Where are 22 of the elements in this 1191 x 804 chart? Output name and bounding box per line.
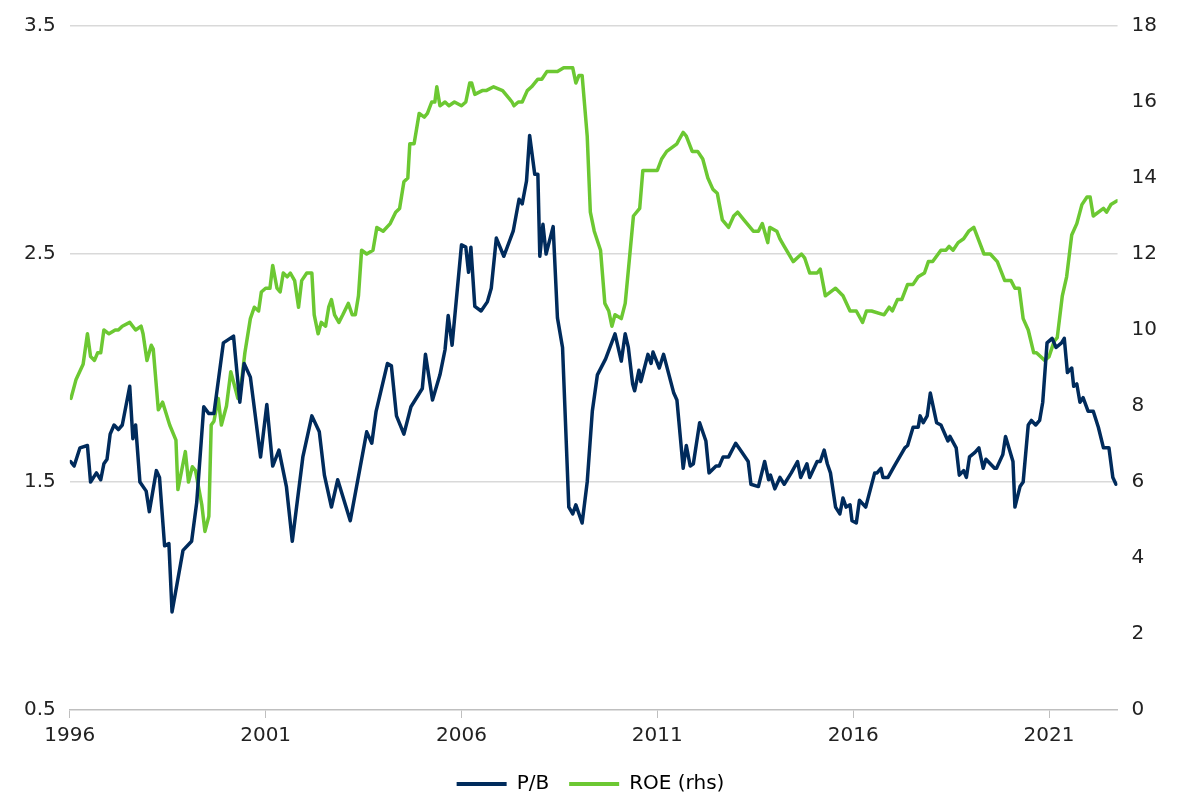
x-tick-label: 2001 [240, 722, 292, 747]
x-tick-label: 2021 [1023, 722, 1075, 747]
y2-tick-label: 4 [1131, 544, 1145, 569]
y2-tick-label: 18 [1131, 12, 1157, 37]
x-tick-label: 2006 [436, 722, 487, 747]
y2-tick-label: 8 [1131, 392, 1145, 417]
x-tick-label: 2016 [827, 722, 879, 747]
y-tick-label: 2.5 [23, 240, 56, 265]
y2-tick-label: 14 [1131, 164, 1157, 189]
y2-tick-label: 10 [1131, 316, 1157, 341]
x-tick-label: 2011 [631, 722, 683, 747]
legend-label: P/B [516, 770, 550, 795]
legend-label: ROE (rhs) [629, 770, 725, 795]
y2-tick-label: 16 [1131, 88, 1157, 113]
y2-tick-label: 12 [1131, 240, 1157, 265]
y-tick-label: 3.5 [23, 12, 56, 37]
y-tick-label: 1.5 [23, 468, 56, 493]
y2-tick-label: 0 [1131, 696, 1145, 721]
y2-tick-label: 2 [1131, 620, 1145, 645]
x-tick-label: 1996 [44, 722, 96, 747]
y-tick-label: 0.5 [23, 696, 56, 721]
y2-tick-label: 6 [1131, 468, 1145, 493]
